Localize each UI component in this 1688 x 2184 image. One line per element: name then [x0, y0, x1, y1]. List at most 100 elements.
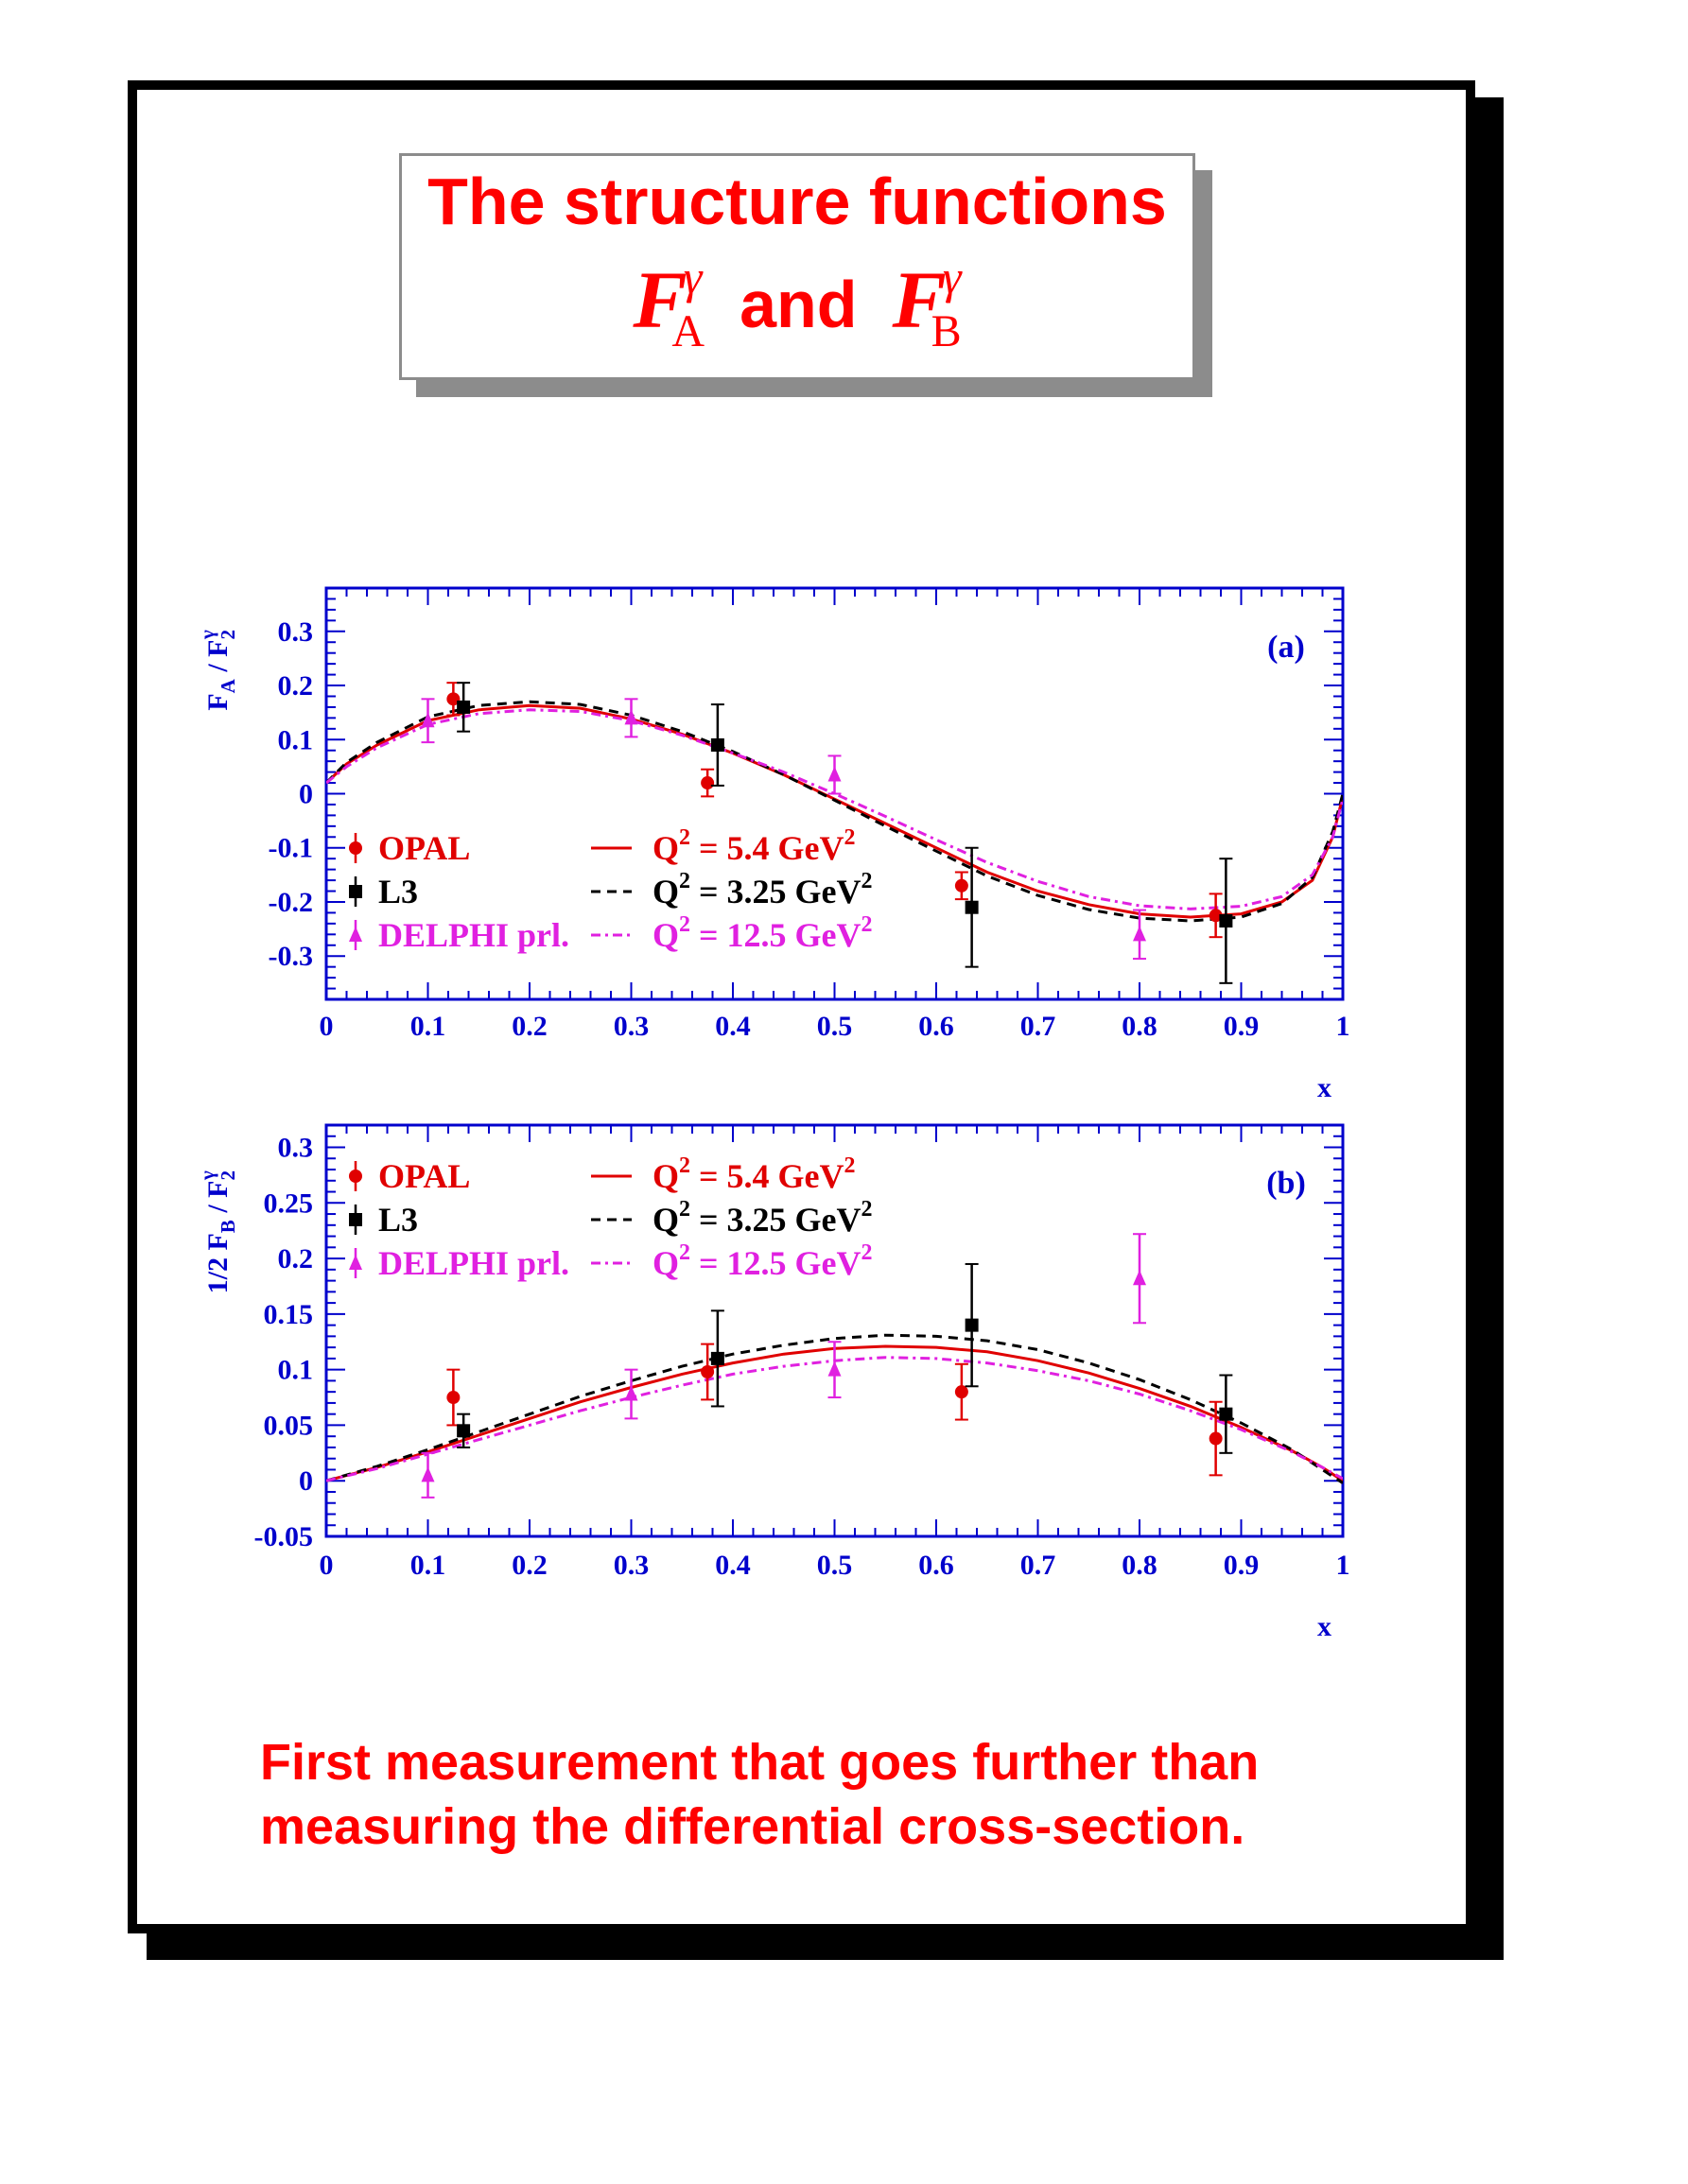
x-tick-label: 0.1	[410, 1011, 446, 1042]
marker-circle	[349, 1170, 362, 1183]
title-box: The structure functions FγA and FγB	[399, 153, 1195, 380]
x-tick-label: 0.4	[715, 1011, 751, 1042]
marker-triangle	[421, 1466, 435, 1482]
legend-label: Q2 = 5.4 GeV2	[653, 1153, 856, 1195]
x-tick-label: 0.6	[918, 1011, 954, 1042]
x-tick-label: 0.7	[1020, 1550, 1056, 1581]
chart-panel-a: 0 0.1 0.2 0.3 0.4 0.5 0.6 0.7 0.8 0.9 1 -0.3 -0.2 -0.…	[196, 586, 1350, 1103]
formula-sup-a: γ	[683, 251, 703, 303]
theory-curve	[326, 1356, 1343, 1482]
x-axis-label: x	[1317, 1072, 1331, 1103]
y-tick-label: 0.2	[278, 670, 314, 702]
x-tick-label: 0.8	[1122, 1011, 1157, 1042]
formula-and: and	[740, 268, 858, 341]
x-tick-label: 0.2	[512, 1011, 548, 1042]
formula-sub-a: A	[671, 306, 705, 356]
x-tick-label: 0.5	[817, 1011, 853, 1042]
y-tick-label: 0.1	[278, 724, 314, 755]
x-tick-label: 0.3	[614, 1011, 650, 1042]
conclusion-text: First measurement that goes further than…	[260, 1730, 1395, 1859]
legend-label: Q2 = 12.5 GeV2	[653, 1240, 873, 1282]
y-tick-label: 0.05	[264, 1410, 314, 1441]
marker-circle	[349, 841, 362, 855]
marker-triangle	[421, 712, 435, 728]
marker-square	[965, 900, 979, 914]
marker-circle	[954, 878, 968, 893]
legend-label: DELPHI prl.	[378, 916, 569, 954]
y-tick-label: 0.15	[264, 1299, 314, 1330]
marker-triangle	[827, 1361, 842, 1377]
x-tick-label: 0.9	[1224, 1011, 1260, 1042]
x-tick-label: 0.9	[1224, 1550, 1260, 1581]
marker-square	[710, 737, 724, 752]
marker-triangle	[349, 1255, 362, 1270]
x-axis-label: x	[1317, 1611, 1331, 1642]
x-tick-label: 0.6	[918, 1550, 954, 1581]
conclusion-line-2: measuring the differential cross-section…	[260, 1798, 1245, 1855]
panel-label: (b)	[1266, 1166, 1306, 1201]
y-tick-label: 0.1	[278, 1355, 314, 1386]
legend-label: L3	[378, 873, 418, 910]
marker-circle	[1209, 1431, 1223, 1446]
x-tick-label: 0.1	[410, 1550, 446, 1581]
y-axis-label: 1/2 FB / F2γ	[196, 1170, 239, 1293]
theory-curve	[326, 703, 1343, 919]
marker-circle	[1209, 909, 1223, 923]
legend-label: Q2 = 5.4 GeV2	[653, 825, 856, 867]
y-tick-label: 0.25	[264, 1187, 314, 1219]
marker-circle	[954, 1385, 968, 1399]
formula-sub-b: B	[931, 306, 962, 356]
marker-square	[457, 700, 471, 714]
y-tick-label: 0.2	[278, 1243, 314, 1274]
y-tick-label: 0	[299, 1465, 313, 1497]
y-tick-label: -0.1	[269, 833, 314, 864]
marker-circle	[701, 776, 715, 790]
legend-label: Q2 = 12.5 GeV2	[653, 912, 873, 954]
marker-square	[1219, 914, 1233, 928]
x-tick-label: 1	[1336, 1550, 1350, 1581]
y-tick-label: 0.3	[278, 1133, 314, 1164]
legend-label: OPAL	[378, 829, 470, 867]
legend-label: L3	[378, 1201, 418, 1239]
marker-square	[349, 1213, 362, 1226]
x-tick-label: 0.8	[1122, 1550, 1157, 1581]
marker-square	[1219, 1407, 1233, 1421]
title-text: The structure functions	[427, 165, 1167, 238]
marker-triangle	[624, 709, 638, 725]
x-tick-label: 0	[320, 1011, 334, 1042]
marker-triangle	[1133, 926, 1146, 942]
formula-symbol-a: F	[633, 254, 687, 345]
marker-square	[710, 1351, 724, 1365]
y-tick-label: 0	[299, 779, 313, 810]
x-tick-label: 0.3	[614, 1550, 650, 1581]
legend-label: OPAL	[378, 1157, 470, 1195]
marker-triangle	[624, 1385, 638, 1401]
marker-square	[349, 885, 362, 898]
y-tick-label: -0.2	[269, 887, 314, 918]
legend-label: Q2 = 3.25 GeV2	[653, 869, 873, 910]
legend-label: Q2 = 3.25 GeV2	[653, 1197, 873, 1239]
x-tick-label: 0.5	[817, 1550, 853, 1581]
x-tick-label: 0.4	[715, 1550, 751, 1581]
formula-symbol-b: F	[892, 254, 947, 345]
marker-square	[457, 1424, 471, 1438]
x-tick-label: 1	[1336, 1011, 1350, 1042]
marker-square	[965, 1318, 979, 1332]
marker-circle	[701, 1365, 715, 1378]
y-tick-label: -0.05	[254, 1521, 314, 1552]
marker-triangle	[1133, 1270, 1146, 1286]
y-tick-label: -0.3	[269, 941, 314, 972]
y-axis-label: FA / F2γ	[196, 630, 239, 711]
x-tick-label: 0.7	[1020, 1011, 1056, 1042]
legend-label: DELPHI prl.	[378, 1244, 569, 1282]
conclusion-line-1: First measurement that goes further than	[260, 1734, 1260, 1791]
marker-circle	[446, 692, 461, 706]
x-tick-label: 0.2	[512, 1550, 548, 1581]
chart-panel-b: 0 0.1 0.2 0.3 0.4 0.5 0.6 0.7 0.8 0.9 1-0.0500.050…	[196, 1123, 1350, 1642]
formula-sup-b: γ	[942, 251, 962, 303]
marker-triangle	[349, 927, 362, 942]
title-formula: FγA and FγB	[402, 251, 1192, 360]
marker-circle	[446, 1391, 461, 1405]
marker-triangle	[827, 766, 842, 782]
